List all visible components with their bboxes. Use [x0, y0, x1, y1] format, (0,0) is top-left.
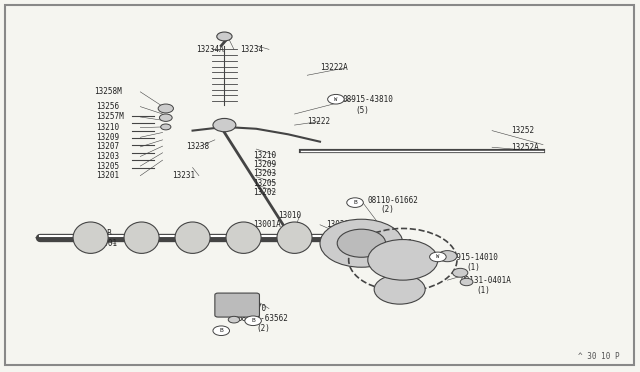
- Circle shape: [159, 114, 172, 121]
- Circle shape: [328, 94, 344, 104]
- Text: 13001B: 13001B: [84, 230, 112, 238]
- Text: 13234: 13234: [241, 45, 264, 54]
- Ellipse shape: [277, 222, 312, 253]
- Text: (2): (2): [381, 205, 394, 215]
- Text: 13209: 13209: [96, 133, 119, 142]
- Text: 13238: 13238: [186, 142, 209, 151]
- Ellipse shape: [226, 222, 261, 253]
- Text: 13201: 13201: [96, 171, 119, 180]
- Circle shape: [460, 278, 473, 286]
- Text: 08915-43810: 08915-43810: [342, 95, 393, 104]
- Circle shape: [452, 268, 468, 277]
- Text: 13222: 13222: [307, 117, 330, 126]
- Text: 13256: 13256: [96, 102, 119, 111]
- Text: 13024: 13024: [349, 230, 372, 238]
- Text: 13257M: 13257M: [96, 112, 124, 121]
- Text: 13234A: 13234A: [196, 45, 223, 54]
- Text: B: B: [220, 328, 223, 333]
- Text: (1): (1): [476, 286, 490, 295]
- Circle shape: [217, 32, 232, 41]
- Text: 13024C: 13024C: [384, 239, 412, 248]
- Text: (5): (5): [355, 106, 369, 115]
- Text: B: B: [252, 318, 255, 323]
- Circle shape: [374, 275, 425, 304]
- Circle shape: [245, 316, 261, 326]
- Circle shape: [368, 240, 438, 280]
- Text: W: W: [334, 97, 337, 102]
- Text: 13210: 13210: [96, 123, 119, 132]
- Text: 13001A: 13001A: [253, 220, 281, 229]
- Text: 08915-14010: 08915-14010: [447, 253, 499, 263]
- Ellipse shape: [73, 222, 108, 253]
- Text: ^ 30 10 P: ^ 30 10 P: [578, 352, 620, 361]
- Text: 13070: 13070: [244, 304, 267, 313]
- Circle shape: [158, 104, 173, 113]
- Text: 08120-63562: 08120-63562: [237, 314, 288, 323]
- Circle shape: [438, 251, 457, 262]
- Text: 13231: 13231: [172, 171, 195, 180]
- Ellipse shape: [175, 222, 210, 253]
- Text: (2): (2): [256, 324, 270, 333]
- Circle shape: [429, 252, 446, 262]
- Text: 08131-0401A: 08131-0401A: [460, 276, 511, 285]
- Text: (1): (1): [467, 263, 481, 272]
- Circle shape: [213, 118, 236, 132]
- Ellipse shape: [124, 222, 159, 253]
- Text: 13001: 13001: [94, 240, 117, 248]
- Circle shape: [161, 124, 171, 130]
- Text: B: B: [353, 200, 357, 205]
- Circle shape: [347, 198, 364, 208]
- Text: 13252A: 13252A: [511, 143, 539, 152]
- Text: 13205: 13205: [96, 161, 119, 170]
- Circle shape: [337, 229, 386, 257]
- Text: 13203: 13203: [96, 152, 119, 161]
- Circle shape: [320, 219, 403, 267]
- Text: 13258M: 13258M: [94, 87, 122, 96]
- Circle shape: [213, 326, 230, 336]
- Text: 13010: 13010: [278, 211, 301, 220]
- Text: 13252: 13252: [511, 126, 534, 135]
- Text: 13028: 13028: [326, 220, 349, 229]
- Text: 13203: 13203: [253, 169, 276, 178]
- Text: 13205: 13205: [253, 179, 276, 187]
- Circle shape: [228, 316, 240, 323]
- Text: 13209: 13209: [253, 160, 276, 169]
- Text: 13202: 13202: [253, 188, 276, 197]
- Text: 08110-61662: 08110-61662: [368, 196, 419, 205]
- Text: 13222A: 13222A: [320, 63, 348, 72]
- Text: W: W: [436, 254, 440, 259]
- Text: 13207: 13207: [96, 142, 119, 151]
- FancyBboxPatch shape: [215, 293, 259, 317]
- Text: 13210: 13210: [253, 151, 276, 160]
